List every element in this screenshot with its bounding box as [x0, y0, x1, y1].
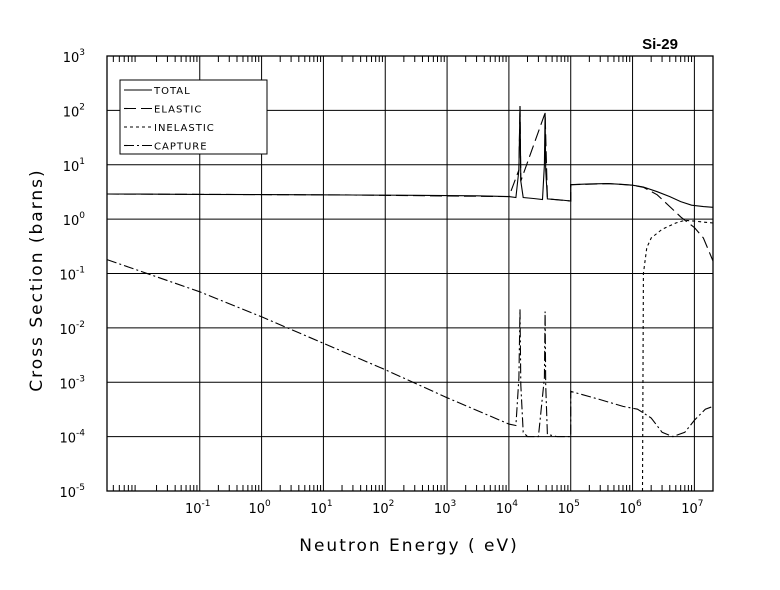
legend-box	[119, 79, 268, 155]
legend-label-total: TOTAL	[153, 86, 191, 97]
x-tick-label-6: 105	[558, 499, 580, 517]
series-layer	[106, 106, 714, 492]
x-axis-title: Neutron Energy ( eV)	[299, 536, 519, 556]
legend-label-inelastic: INELASTIC	[154, 123, 215, 134]
x-tick-label-7: 106	[619, 499, 642, 517]
series-inelastic-line	[641, 219, 714, 492]
y-tick-label-1: 10-4	[59, 429, 85, 447]
chart-title: Si-29	[642, 36, 678, 53]
x-tick-label-3: 102	[372, 499, 394, 517]
x-tick-label-4: 103	[434, 499, 456, 517]
y-tick-label-8: 103	[63, 48, 85, 66]
y-tick-labels: 10-5 10-4 10-3 10-2 10-1 100 101 102 103	[59, 48, 85, 501]
plot-frame	[106, 55, 714, 492]
series-elastic-line	[106, 106, 714, 262]
x-tick-label-2: 101	[310, 499, 332, 517]
x-tick-label-0: 10-1	[185, 499, 211, 517]
x-tick-label-1: 100	[248, 499, 271, 517]
y-tick-label-4: 10-1	[59, 266, 85, 284]
legend-label-capture: CAPTURE	[154, 142, 208, 153]
y-tick-label-0: 10-5	[59, 483, 85, 501]
legend-label-elastic: ELASTIC	[154, 105, 202, 116]
y-tick-label-3: 10-2	[59, 320, 85, 338]
y-tick-label-7: 102	[63, 102, 85, 120]
y-tick-label-5: 100	[63, 211, 86, 229]
legend: TOTAL ELASTIC INELASTIC CAPTURE	[119, 79, 268, 155]
y-tick-label-6: 101	[63, 157, 85, 175]
x-tick-label-5: 104	[496, 499, 519, 517]
x-tick-label-8: 107	[681, 499, 703, 517]
y-axis-title: Cross Section (barns)	[27, 168, 47, 391]
x-tick-labels: 10-1 100 101 102 103 104 105 106 107	[185, 499, 704, 517]
y-tick-label-2: 10-3	[59, 374, 85, 392]
series-capture-line	[106, 259, 714, 438]
